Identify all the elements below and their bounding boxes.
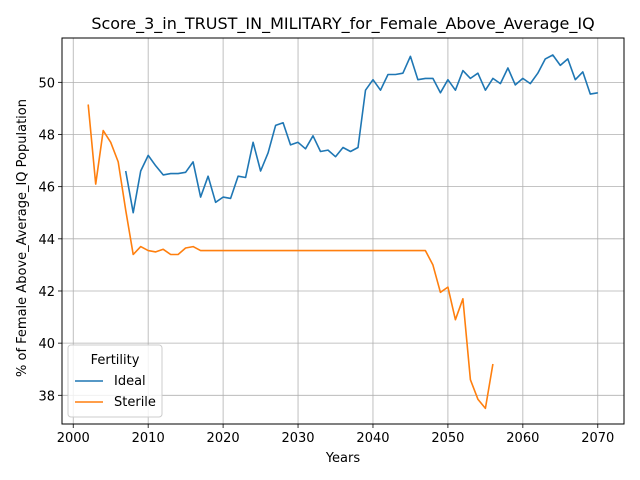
chart-title: Score_3_in_TRUST_IN_MILITARY_for_Female_… bbox=[91, 14, 594, 34]
x-tick-label: 2050 bbox=[431, 431, 464, 446]
legend-title: Fertility bbox=[91, 353, 140, 368]
x-tick-label: 2060 bbox=[506, 431, 539, 446]
y-tick-label: 42 bbox=[38, 285, 55, 300]
series-line-sterile bbox=[87, 104, 494, 410]
series-line-ideal bbox=[124, 54, 598, 214]
y-tick-label: 40 bbox=[38, 337, 55, 352]
x-tick-label: 2020 bbox=[207, 431, 240, 446]
legend-label-sterile: Sterile bbox=[114, 395, 156, 410]
legend-box bbox=[67, 344, 163, 418]
y-tick-label: 38 bbox=[38, 389, 55, 404]
x-axis-title: Years bbox=[325, 451, 361, 466]
y-tick-label: 48 bbox=[38, 129, 55, 144]
y-tick-label: 44 bbox=[38, 233, 55, 248]
x-tick-label: 2040 bbox=[356, 431, 389, 446]
x-tick-label: 2010 bbox=[132, 431, 165, 446]
x-tick-label: 2070 bbox=[581, 431, 614, 446]
y-axis-ticks: 38 40 42 44 46 48 50 bbox=[38, 76, 62, 404]
x-tick-label: 2030 bbox=[281, 431, 314, 446]
plot-area-frame bbox=[61, 37, 625, 425]
y-axis-title: % of Female Above_Average_IQ Population bbox=[15, 99, 30, 377]
y-tick-label: 46 bbox=[38, 181, 55, 196]
legend: Fertility Ideal Sterile bbox=[67, 344, 163, 418]
legend-label-ideal: Ideal bbox=[114, 374, 146, 389]
x-tick-label: 2000 bbox=[57, 431, 90, 446]
y-tick-label: 50 bbox=[38, 76, 55, 91]
series-lines bbox=[87, 54, 598, 410]
x-axis-ticks: 2000 2010 2020 2030 2040 2050 2060 2070 bbox=[57, 424, 614, 446]
